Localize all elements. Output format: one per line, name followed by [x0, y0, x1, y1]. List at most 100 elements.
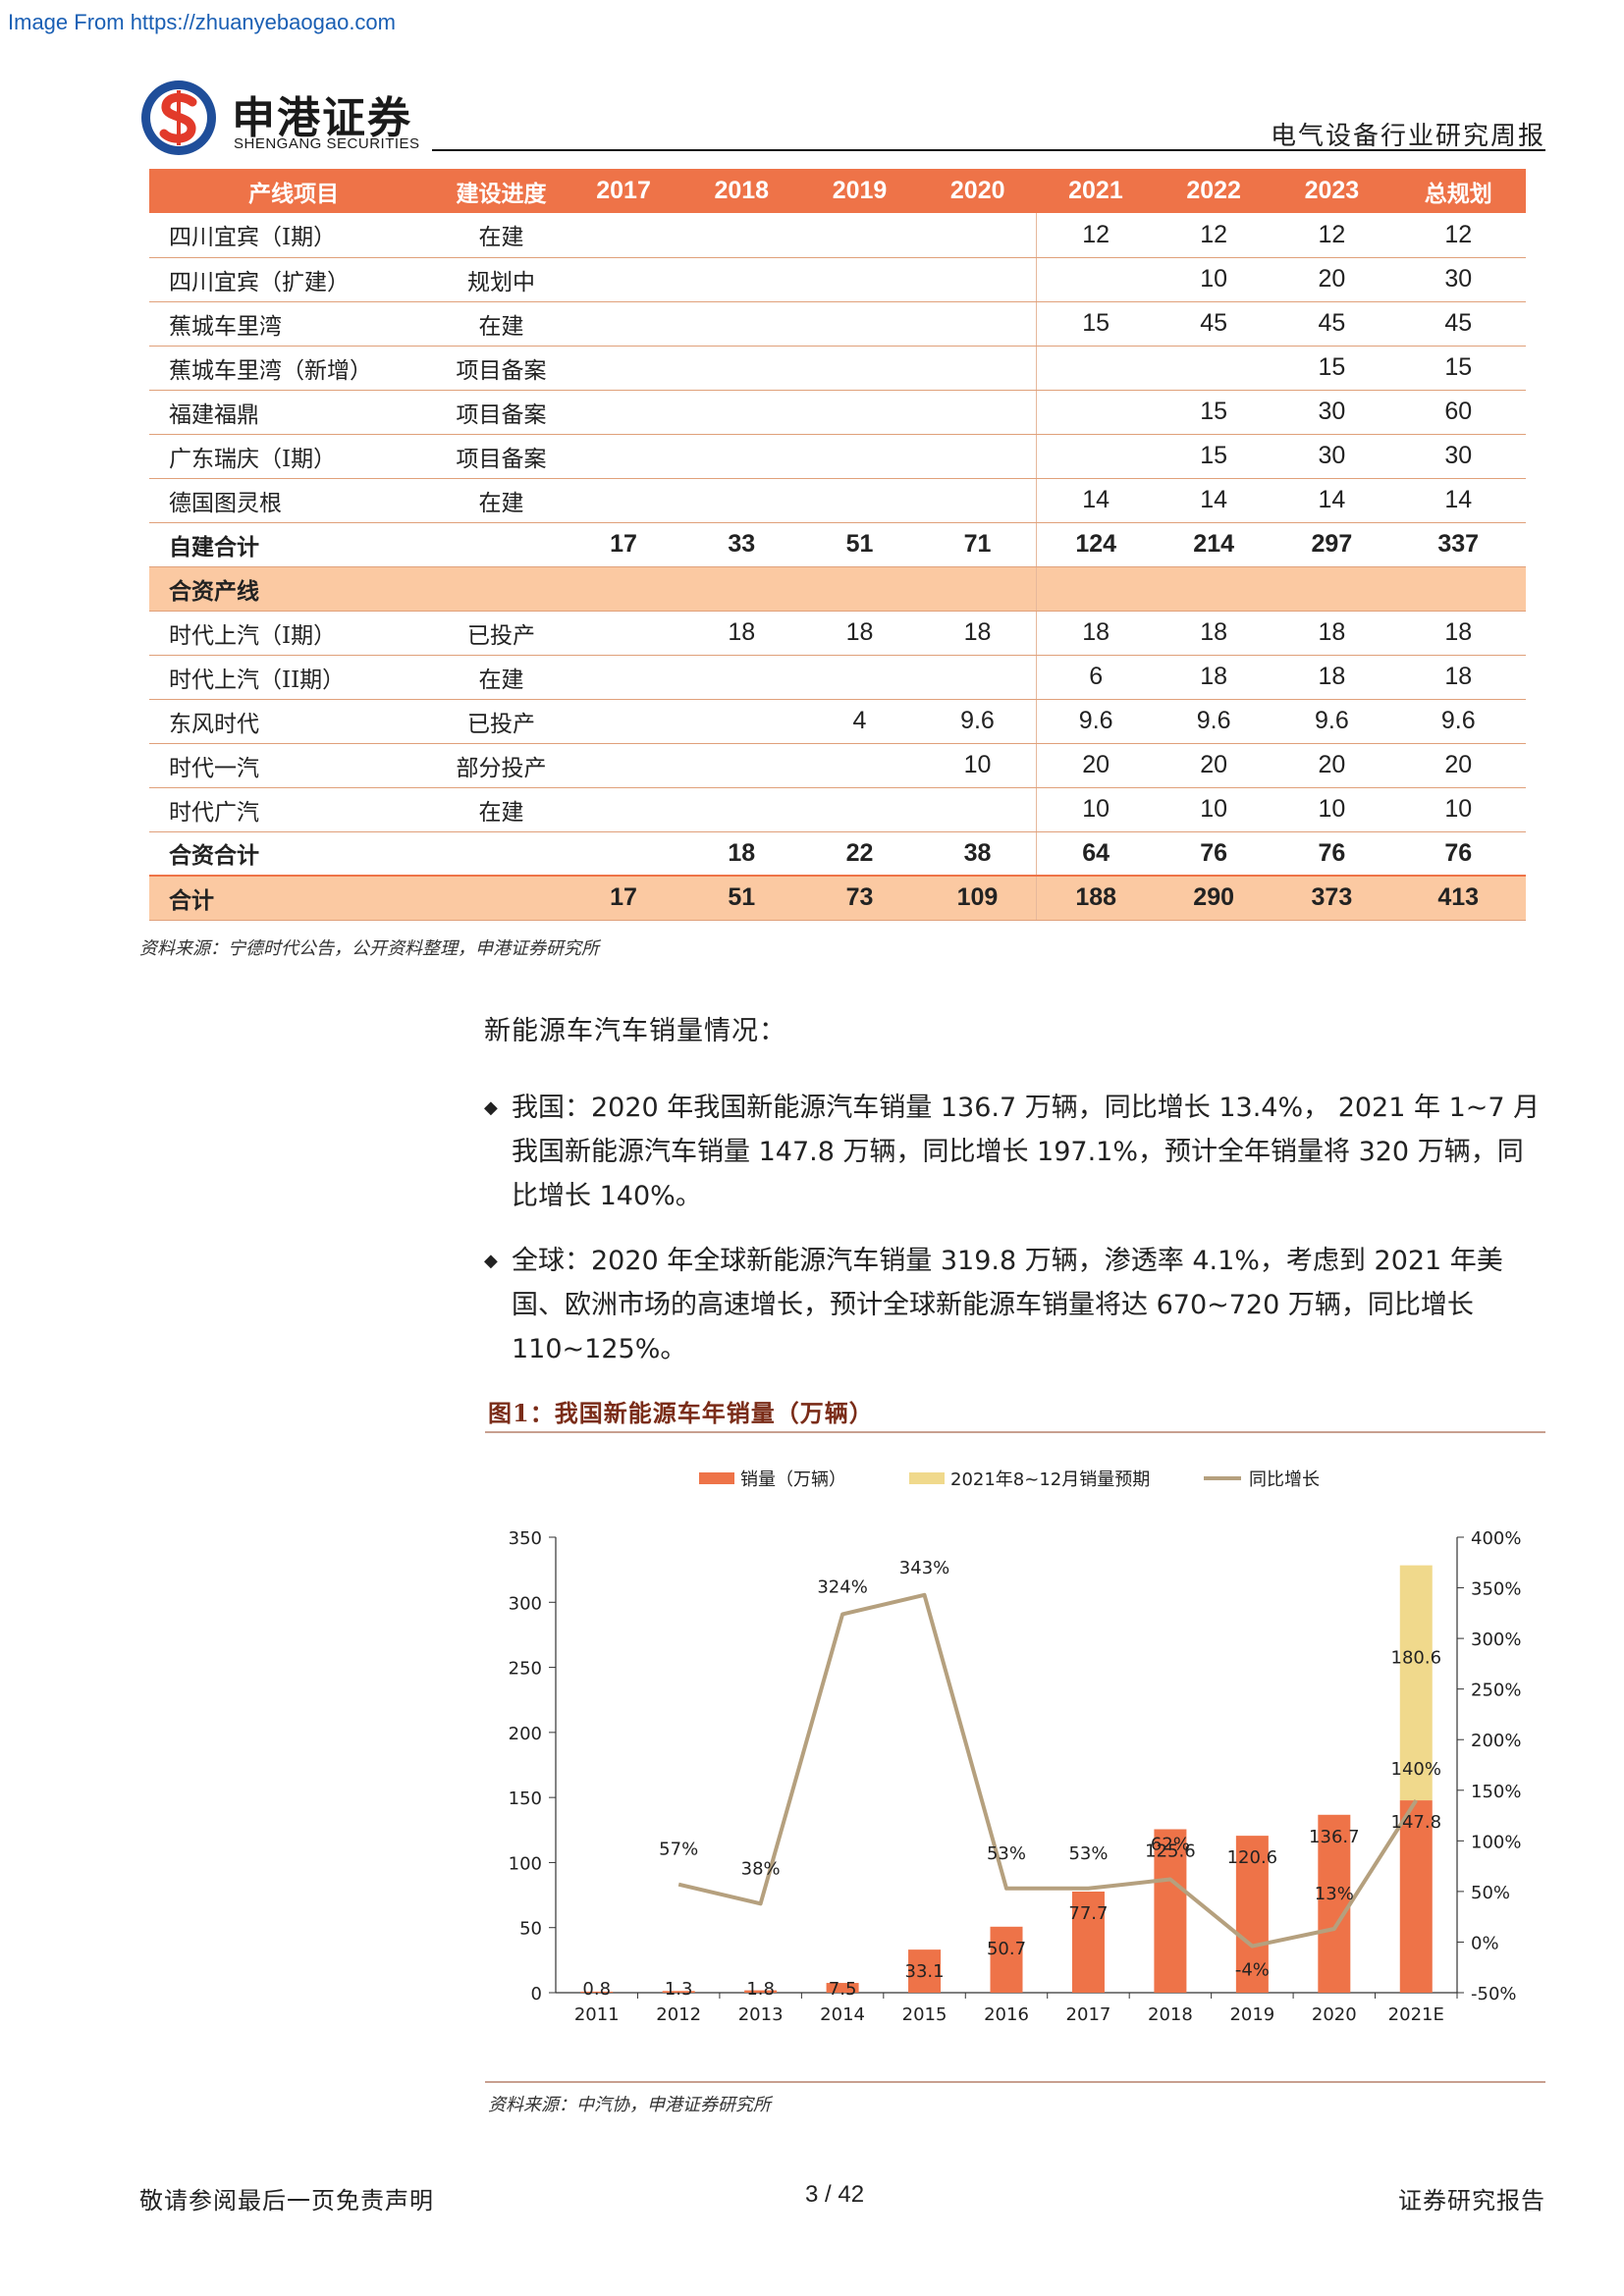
value-cell: 9.6	[918, 699, 1038, 744]
column-header: 2017	[564, 169, 683, 213]
table-row: 四川宜宾（I期） 在建 12 12 12 12	[149, 213, 1526, 258]
value-cell	[682, 390, 801, 435]
figure-top-rule	[485, 1431, 1545, 1433]
value-cell: 413	[1390, 875, 1526, 921]
production-line-table: 产线项目 建设进度 2017 2018 2019 2020 2021 2022 2023 总规划 …	[149, 169, 1526, 921]
growth-value-label: 53%	[1068, 1843, 1108, 1864]
sales-bar	[744, 1990, 778, 1993]
status-cell: 在建	[438, 213, 565, 258]
growth-value-label: 62%	[1151, 1835, 1190, 1855]
bar-value-label: 136.7	[1309, 1827, 1360, 1847]
value-cell: 15	[1390, 346, 1526, 391]
legend-label: 销量（万辆）	[740, 1469, 846, 1490]
table-row: 自建合计 17 33 51 71 124 214 297 337	[149, 522, 1526, 567]
column-header: 2023	[1272, 169, 1391, 213]
bar-value-label: 125.6	[1145, 1841, 1196, 1861]
value-cell: 20	[1390, 743, 1526, 788]
y-tick-label: 150	[509, 1789, 542, 1809]
x-tick-label: 2019	[1229, 2004, 1274, 2025]
table-header-row: 产线项目 建设进度 2017 2018 2019 2020 2021 2022 2023 总规划	[149, 169, 1526, 213]
diamond-bullet-icon: ◆	[484, 1097, 498, 1118]
value-cell: 10	[1155, 787, 1273, 832]
table-row: 合资合计 18 22 38 64 76 76 76	[149, 831, 1526, 877]
value-cell: 10	[1390, 787, 1526, 832]
value-cell	[918, 301, 1038, 347]
sales-bar	[1235, 1836, 1269, 1993]
value-cell: 18	[1390, 655, 1526, 700]
growth-value-label: 343%	[899, 1558, 949, 1578]
status-cell: 在建	[438, 787, 565, 832]
value-cell	[800, 434, 919, 479]
value-cell: 10	[1272, 787, 1391, 832]
y2-tick-label: 250%	[1471, 1681, 1521, 1701]
y2-tick-label: 50%	[1471, 1883, 1510, 1903]
value-cell	[918, 346, 1038, 391]
value-cell: 17	[564, 522, 683, 567]
value-cell: 30	[1272, 434, 1391, 479]
value-cell: 4	[800, 699, 919, 744]
value-cell: 15	[1155, 390, 1273, 435]
value-cell: 290	[1155, 875, 1273, 921]
growth-line	[677, 1592, 1418, 1949]
table-row: 时代上汽（II期） 在建 6 18 18 18	[149, 655, 1526, 700]
value-cell	[564, 743, 683, 788]
page-number: 3 / 42	[805, 2181, 865, 2208]
row-label: 时代广汽	[149, 787, 439, 832]
value-cell: 9.6	[1390, 699, 1526, 744]
row-label: 四川宜宾（扩建）	[149, 257, 439, 302]
status-cell: 项目备案	[438, 390, 565, 435]
sales-bar	[1399, 1800, 1433, 1993]
y-tick-label: 100	[509, 1853, 542, 1874]
value-cell	[800, 390, 919, 435]
footer-disclaimer: 敬请参阅最后一页免责声明	[139, 2187, 434, 2215]
row-label: 合计	[149, 875, 439, 921]
value-cell	[1036, 346, 1156, 391]
value-cell: 12	[1155, 213, 1273, 258]
value-cell: 20	[1272, 743, 1391, 788]
value-cell	[1155, 346, 1273, 391]
value-cell	[800, 213, 919, 258]
x-tick-label: 2011	[574, 2004, 620, 2025]
value-cell	[682, 213, 801, 258]
value-cell: 76	[1272, 831, 1391, 877]
value-cell: 60	[1390, 390, 1526, 435]
status-cell: 已投产	[438, 699, 565, 744]
value-cell	[1390, 566, 1526, 612]
value-cell	[800, 478, 919, 523]
x-tick-label: 2021E	[1388, 2004, 1444, 2025]
y-tick-label: 200	[509, 1724, 542, 1744]
y-tick-label: 250	[509, 1659, 542, 1680]
x-tick-label: 2012	[656, 2004, 701, 2025]
value-cell: 22	[800, 831, 919, 877]
source-banner-link[interactable]: Image From https://zhuanyebaogao.com	[8, 10, 396, 34]
bar-value-label: 7.5	[829, 1979, 857, 2000]
value-cell: 373	[1272, 875, 1391, 921]
value-cell: 20	[1036, 743, 1156, 788]
value-cell	[682, 787, 801, 832]
value-cell: 12	[1272, 213, 1391, 258]
value-cell	[564, 301, 683, 347]
value-cell: 18	[1272, 655, 1391, 700]
bullet-domestic-sales: ◆ 我国：2020 年我国新能源汽车销量 136.7 万辆，同比增长 13.4%…	[484, 1086, 1544, 1218]
bar-value-label: 120.6	[1227, 1847, 1278, 1868]
value-cell	[564, 611, 683, 656]
value-cell: 14	[1390, 478, 1526, 523]
header-divider	[432, 149, 1545, 151]
sales-bar	[662, 1991, 695, 1993]
row-label: 时代上汽（II期）	[149, 655, 439, 700]
legend-swatch-sales	[699, 1472, 734, 1484]
row-label: 合资产线	[149, 566, 439, 612]
bar-value-label: 50.7	[987, 1939, 1026, 1959]
sales-bar	[580, 1991, 614, 1993]
table-row: 四川宜宾（扩建） 规划中 10 20 30	[149, 257, 1526, 302]
value-cell: 18	[1272, 611, 1391, 656]
value-cell: 9.6	[1155, 699, 1273, 744]
logo-chinese-name: 申港证券	[232, 93, 412, 143]
row-label: 福建福鼎	[149, 390, 439, 435]
value-cell	[1036, 434, 1156, 479]
value-cell: 14	[1272, 478, 1391, 523]
shengang-logo-icon	[141, 80, 216, 155]
value-cell	[918, 213, 1038, 258]
value-cell: 109	[918, 875, 1038, 921]
value-cell	[564, 699, 683, 744]
